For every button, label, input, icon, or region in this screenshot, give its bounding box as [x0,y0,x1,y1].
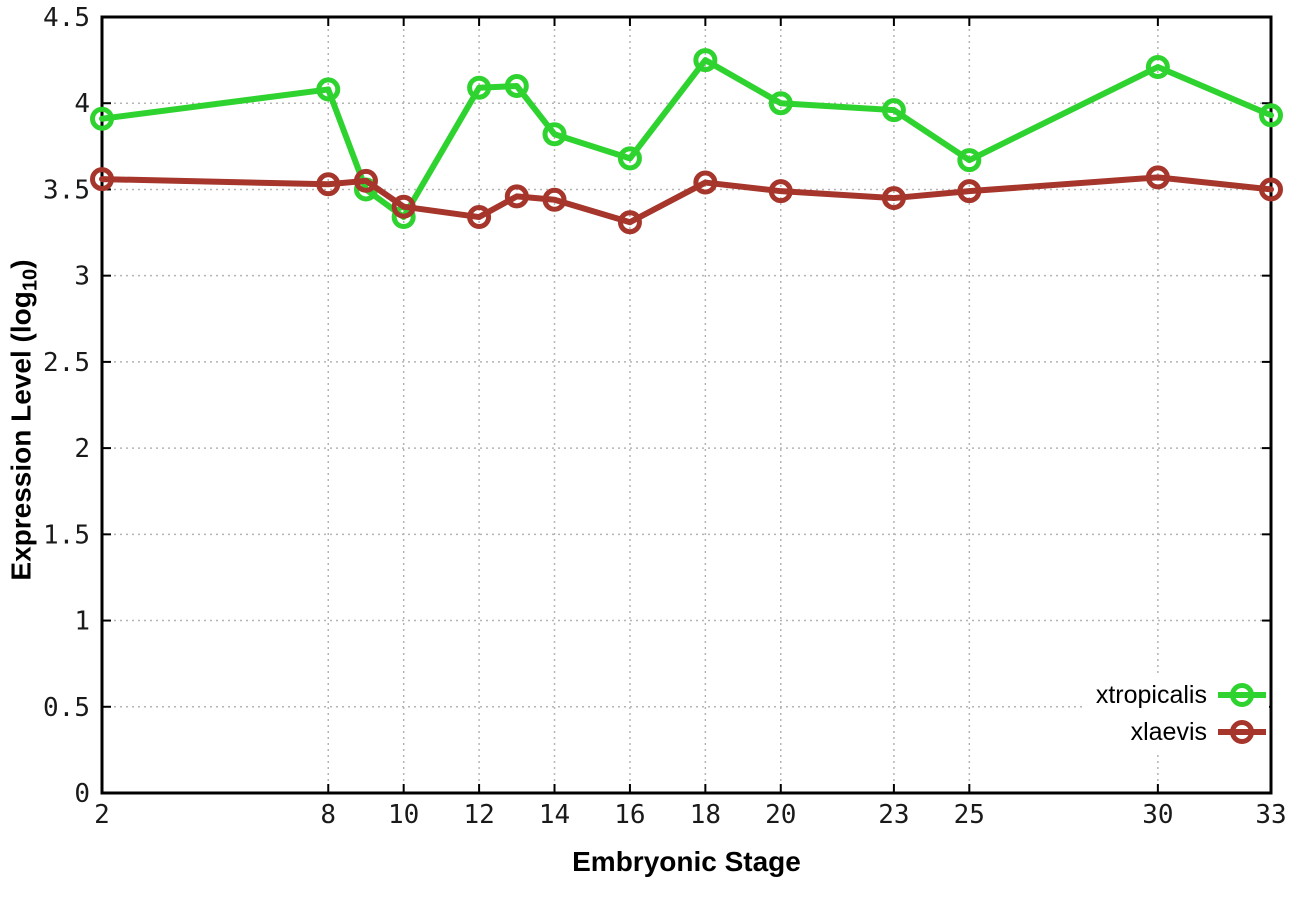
data-point-xtropicalis [316,77,341,102]
data-point-xlaevis [881,186,906,211]
x-tick-label: 2 [94,800,110,830]
data-point-xtropicalis [693,48,718,73]
y-tick-label: 0.5 [43,693,90,723]
series-line-xlaevis [99,174,1274,226]
y-tick-label: 2 [74,434,90,464]
data-point-xlaevis [353,168,378,193]
plot-border [100,15,1273,795]
line-point-marker-icon [1218,683,1266,707]
data-point-xtropicalis [1259,103,1283,128]
y-axis-title-text: Expression Level (log [5,291,37,581]
legend: xtropicalis xlaevis [1081,676,1269,751]
data-point-xlaevis [693,170,718,195]
legend-item-xtropicalis: xtropicalis [1096,678,1267,712]
x-tick-label: 18 [690,800,721,830]
legend-item-xlaevis: xlaevis [1096,715,1267,749]
data-point-xtropicalis [467,75,492,100]
x-tick-label: 16 [614,800,645,830]
data-point-xtropicalis [881,98,906,123]
legend-label-xtropicalis: xtropicalis [1095,680,1207,709]
y-axis-title-suffix: ) [5,259,37,269]
data-point-xlaevis [90,167,114,192]
y-tick-label: 0 [74,779,90,809]
data-point-xtropicalis [768,91,793,116]
data-point-xtropicalis [90,106,114,131]
data-point-xlaevis [957,179,982,204]
y-tick-label: 1 [74,607,90,637]
data-point-xlaevis [504,184,529,209]
y-tick-label: 4 [74,89,90,119]
data-point-xtropicalis [617,146,642,171]
x-tick-label: 33 [1255,800,1286,830]
line-point-marker-icon [1218,720,1266,744]
y-tick-label: 3.5 [43,175,90,205]
y-tick-label: 2.5 [43,348,90,378]
x-tick-label: 10 [388,800,419,830]
data-point-xlaevis [542,187,567,212]
y-tick-label: 4.5 [43,3,90,33]
x-tick-label: 14 [539,800,570,830]
data-point-xtropicalis [957,148,982,173]
data-point-xlaevis [467,205,492,230]
data-point-xlaevis [768,179,793,204]
data-point-xlaevis [1145,165,1170,190]
y-tick-label: 3 [74,262,90,292]
x-tick-label: 12 [463,800,494,830]
data-point-xtropicalis [504,73,529,98]
x-tick-label: 8 [320,800,336,830]
y-tick-label: 1.5 [43,520,90,550]
data-point-xlaevis [391,194,416,219]
x-tick-label: 25 [954,800,985,830]
x-tick-label: 23 [878,800,909,830]
data-point-xtropicalis [542,122,567,147]
x-tick-label: 30 [1142,800,1173,830]
y-axis-title-subscript: 10 [19,268,42,292]
data-point-xlaevis [316,172,341,197]
legend-label-xlaevis: xlaevis [1130,717,1207,746]
data-point-xlaevis [1259,177,1283,202]
data-point-xtropicalis [1145,55,1170,80]
x-tick-label: 20 [765,800,796,830]
y-axis-title: Expression Level (log10) [5,259,42,580]
x-axis-title: Embryonic Stage [572,846,801,877]
data-point-xlaevis [617,210,642,235]
